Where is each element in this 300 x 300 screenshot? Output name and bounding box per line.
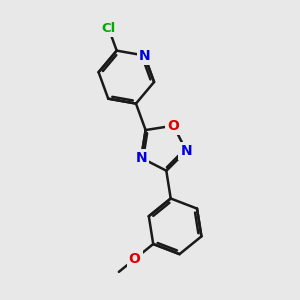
Text: N: N xyxy=(139,49,150,62)
Text: Cl: Cl xyxy=(101,22,116,34)
Text: O: O xyxy=(167,118,179,133)
Text: N: N xyxy=(180,144,192,158)
Text: O: O xyxy=(129,252,140,266)
Text: N: N xyxy=(135,151,147,165)
